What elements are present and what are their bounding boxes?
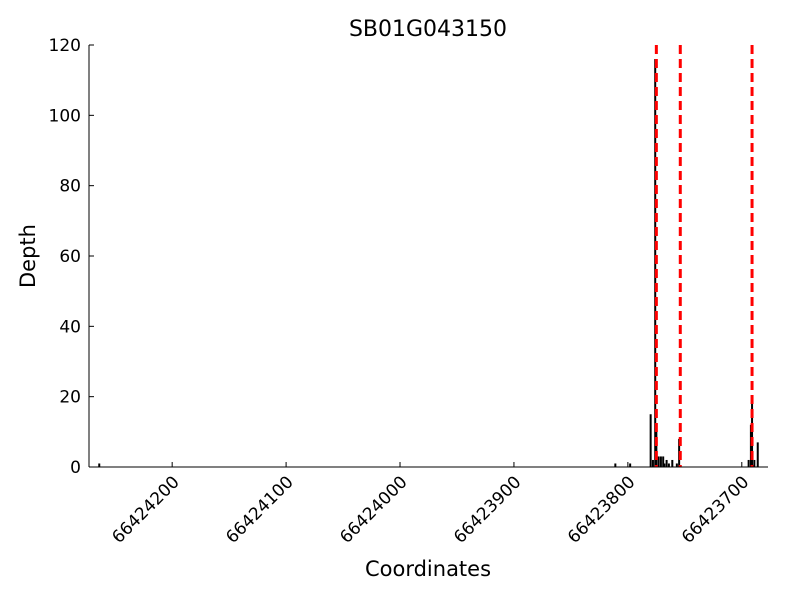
x-tick-label: 66424000	[336, 472, 411, 547]
bar	[747, 459, 750, 467]
bar	[657, 456, 660, 467]
bar	[663, 463, 666, 467]
bar	[753, 459, 756, 467]
bar	[662, 456, 665, 467]
bar	[649, 414, 652, 467]
x-tick-label: 66424100	[222, 472, 297, 547]
y-tick-label: 120	[49, 36, 81, 56]
chart-title: SB01G043150	[349, 17, 507, 42]
y-tick-label: 40	[59, 317, 81, 337]
x-axis-label: Coordinates	[365, 557, 491, 581]
bar	[629, 463, 632, 467]
bar	[651, 459, 654, 467]
y-tick-label: 20	[59, 388, 81, 408]
x-tick-label: 66423700	[678, 472, 753, 547]
bar	[98, 463, 101, 467]
y-axis-label: Depth	[16, 224, 40, 288]
bar	[655, 431, 658, 467]
x-tick-label: 66423900	[450, 472, 525, 547]
y-tick-label: 60	[59, 247, 81, 267]
y-tick-label: 0	[70, 458, 81, 478]
bar	[756, 442, 759, 467]
bar	[659, 456, 662, 467]
bar	[665, 459, 668, 467]
bar	[614, 463, 617, 467]
x-tick-label: 66424200	[108, 472, 183, 547]
x-tick-label: 66423800	[564, 472, 639, 547]
y-tick-label: 80	[59, 177, 81, 197]
y-tick-label: 100	[49, 106, 81, 126]
bar	[671, 459, 674, 467]
bar	[667, 463, 670, 467]
bar	[675, 463, 678, 467]
